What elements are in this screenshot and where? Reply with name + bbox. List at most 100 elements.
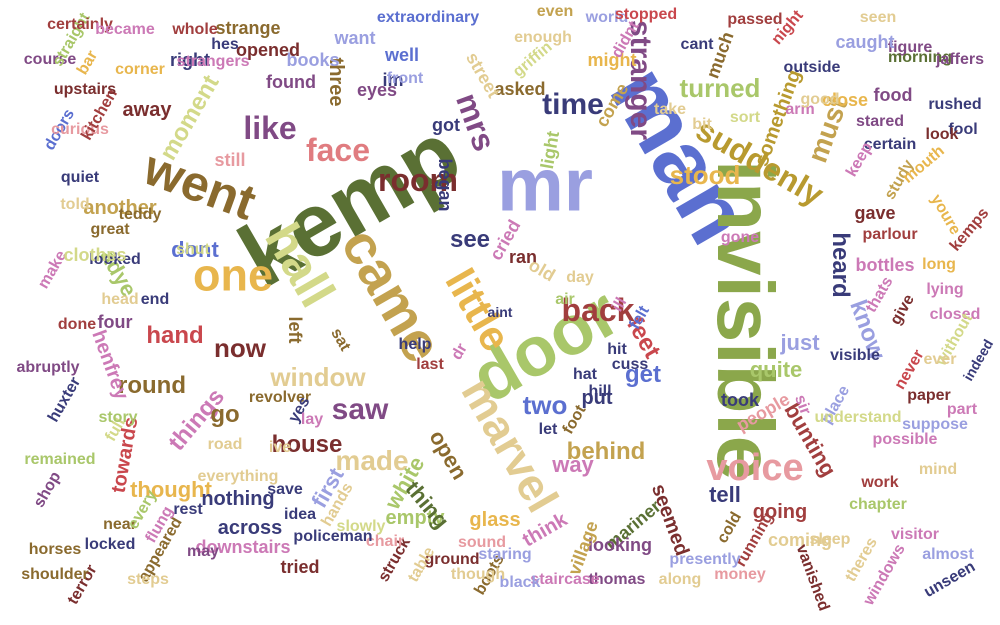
word-voice: voice — [706, 447, 804, 489]
word-whole: whole — [172, 21, 218, 38]
word-indeed: indeed — [959, 336, 997, 384]
word-staircase: staircase — [530, 571, 600, 588]
word-im: im — [382, 70, 404, 90]
word-right: right — [170, 50, 210, 70]
word-looking: looking — [588, 535, 652, 555]
word-chair: chair — [365, 533, 405, 550]
word-may: may — [186, 543, 220, 560]
word-paper: paper — [907, 387, 951, 404]
word-abruptly: abruptly — [16, 359, 80, 376]
word-cold: cold — [713, 509, 746, 547]
word-made: made — [335, 445, 409, 476]
word-figure: figure — [887, 39, 933, 56]
word-certainly: certainly — [47, 16, 113, 33]
word-done: done — [57, 316, 97, 333]
word-hand: hand — [146, 322, 204, 349]
word-air: air — [555, 291, 575, 308]
word-opened: opened — [235, 40, 301, 60]
word-last: last — [416, 356, 444, 373]
word-policeman: policeman — [293, 528, 373, 545]
word-looked: looked — [89, 251, 141, 268]
word-near: near — [103, 516, 137, 533]
word-saw: saw — [331, 393, 389, 426]
word-along: along — [658, 571, 702, 588]
word-let: let — [538, 421, 558, 438]
word-told: told — [60, 196, 90, 213]
word-sleep: sleep — [809, 531, 851, 548]
word-henfrey: henfrey — [87, 327, 133, 403]
word-even: even — [536, 3, 574, 20]
word-clothes: clothes — [63, 245, 127, 265]
word-horses: horses — [28, 541, 82, 558]
word-jaffers: jaffers — [935, 51, 985, 68]
word-face: face — [305, 132, 371, 168]
word-glass: glass — [469, 509, 521, 531]
word-almost: almost — [922, 546, 974, 563]
word-cuss: cuss — [611, 356, 649, 373]
word-aint: aint — [487, 304, 513, 320]
word-though: though — [450, 566, 506, 583]
word-outside: outside — [783, 59, 841, 76]
word-one: one — [192, 249, 274, 301]
word-long: long — [922, 256, 956, 273]
word-behind: behind — [566, 438, 646, 465]
word-nothing: nothing — [201, 488, 275, 510]
word-took: took — [721, 390, 759, 410]
word-sound: sound — [458, 534, 506, 551]
word-tell: tell — [709, 482, 741, 507]
word-enough: enough — [514, 29, 572, 46]
word-locked: locked — [84, 536, 136, 553]
word-possible: possible — [872, 431, 938, 448]
word-corner: corner — [115, 61, 165, 78]
word-never: never — [891, 347, 928, 393]
word-like: like — [243, 110, 297, 146]
word-coming: coming — [767, 530, 833, 550]
word-ran: ran — [508, 247, 538, 267]
word-began: began — [435, 158, 455, 212]
word-caught: caught — [835, 32, 895, 52]
word-quiet: quiet — [60, 169, 100, 186]
word-save: save — [267, 481, 303, 498]
word-go: go — [210, 401, 240, 428]
word-parlour: parlour — [862, 226, 918, 243]
word-rest: rest — [173, 501, 203, 518]
word-front: front — [386, 70, 424, 87]
word-another: another — [83, 197, 157, 219]
word-asked: asked — [494, 79, 546, 99]
word-quite: quite — [749, 357, 803, 382]
word-open: open — [424, 425, 473, 484]
word-strangers: strangers — [176, 53, 250, 70]
word-ive: ive — [268, 439, 292, 456]
word-passed: passed — [727, 11, 783, 28]
word-now: now — [214, 333, 266, 363]
word-ground: ground — [424, 551, 480, 568]
word-empty: empty — [385, 507, 445, 529]
word-away: away — [122, 99, 172, 121]
word-understand: understand — [814, 409, 902, 426]
word-give: give — [887, 291, 918, 328]
word-revolver: revolver — [248, 389, 312, 406]
word-black: black — [499, 574, 541, 591]
word-bottles: bottles — [855, 255, 915, 275]
word-work: work — [861, 474, 899, 491]
word-mr: mr — [497, 142, 593, 227]
word-suppose: suppose — [902, 416, 968, 433]
word-get: get — [625, 361, 661, 388]
word-great: great — [90, 221, 130, 238]
word-closed: closed — [929, 306, 981, 323]
word-look: look — [925, 126, 959, 143]
word-gone: gone — [720, 229, 760, 246]
word-thought: thought — [130, 477, 212, 502]
word-books: books — [286, 50, 340, 70]
word-gave: gave — [854, 203, 896, 223]
word-visitor: visitor — [890, 526, 940, 543]
word-found: found — [266, 72, 316, 92]
word-help: help — [398, 336, 432, 353]
word-story: story — [98, 409, 138, 426]
word-arm: arm — [785, 101, 815, 118]
word-shop: shop — [30, 468, 65, 511]
word-extraordinary: extraordinary — [376, 9, 480, 26]
word-got: got — [432, 115, 460, 135]
word-slowly: slowly — [336, 518, 386, 535]
